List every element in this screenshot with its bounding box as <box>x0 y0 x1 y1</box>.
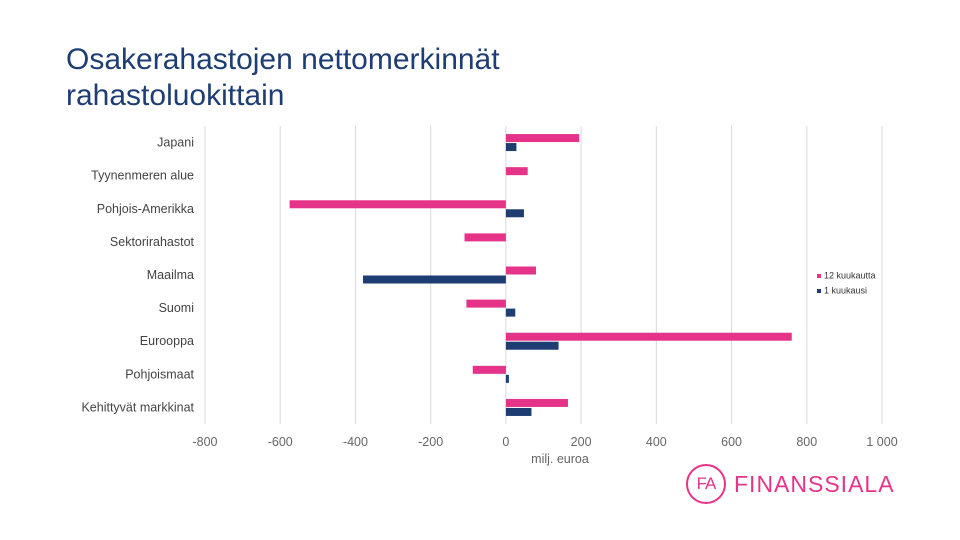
category-label: Suomi <box>159 301 194 315</box>
x-tick-label: 200 <box>571 435 592 449</box>
bar-12-months <box>505 266 536 275</box>
title-line-1: Osakerahastojen nettomerkinnät <box>66 43 500 76</box>
bar-1-month <box>505 341 559 350</box>
x-tick-label: 1 000 <box>866 435 897 449</box>
x-tick-label: -800 <box>192 435 217 449</box>
bar-12-months <box>505 134 580 143</box>
bar-1-month <box>505 374 509 383</box>
category-label: Sektorirahastot <box>110 235 195 249</box>
x-tick-label: 600 <box>721 435 742 449</box>
legend-entry: 1 kuukausi <box>824 286 867 296</box>
x-tick-label: -600 <box>268 435 293 449</box>
title-line-2: rahastoluokittain <box>66 79 285 112</box>
category-label: Eurooppa <box>140 334 194 348</box>
bar-1-month <box>505 308 516 317</box>
grid-lines <box>204 126 883 424</box>
x-tick-label: -200 <box>418 435 443 449</box>
x-tick-label: 0 <box>502 435 509 449</box>
logo-wordmark: FINANSSIALA <box>734 470 895 497</box>
category-label: Tyynenmeren alue <box>91 169 194 183</box>
bar-1-month <box>505 143 517 152</box>
category-label: Pohjois-Amerikka <box>97 202 194 216</box>
legend: 12 kuukautta 1 kuukausi <box>817 271 876 296</box>
fa-logo-mark: FA <box>686 464 726 504</box>
page-title: Osakerahastojen nettomerkinnät rahastolu… <box>66 42 500 114</box>
bar-1-month <box>505 209 524 218</box>
bars <box>289 134 792 416</box>
category-label: Japani <box>157 136 194 150</box>
bar-12-months <box>505 332 792 341</box>
bar-12-months <box>472 365 506 374</box>
finanssiala-logo: FA FINANSSIALA <box>686 462 895 506</box>
category-label: Maailma <box>147 268 194 282</box>
bar-1-month <box>362 275 506 284</box>
bar-12-months <box>464 233 506 242</box>
legend-swatch <box>817 289 821 293</box>
category-labels: Japani Tyynenmeren alue Pohjois-Amerikka Se… <box>81 136 194 415</box>
legend-swatch <box>817 274 821 278</box>
bar-12-months <box>505 167 528 176</box>
category-label: Kehittyvät markkinat <box>81 400 194 414</box>
logo-mark-text: FA <box>696 474 717 493</box>
x-axis-unit-label: milj. euroa <box>531 452 589 466</box>
category-label: Pohjoismaat <box>125 367 194 381</box>
bar-1-month <box>505 407 532 416</box>
x-tick-label: 400 <box>646 435 667 449</box>
x-tick-label: 800 <box>796 435 817 449</box>
x-axis-tick-labels: -800 -600 -400 -200 0 200 400 600 800 1 000 <box>192 435 897 449</box>
bar-12-months <box>289 200 506 209</box>
bar-12-months <box>466 299 506 308</box>
bar-12-months <box>505 398 568 407</box>
x-tick-label: -400 <box>343 435 368 449</box>
legend-entry: 12 kuukautta <box>824 271 876 281</box>
